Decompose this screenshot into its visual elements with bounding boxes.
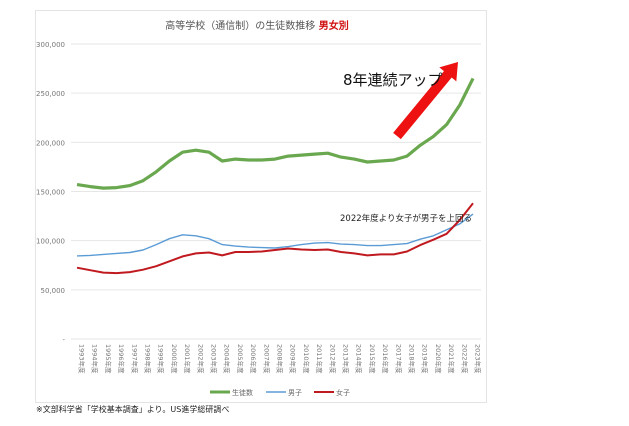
x-tick-label: 1994年度 <box>91 344 100 374</box>
chart-frame <box>35 10 487 403</box>
x-tick-label: 1997年度 <box>130 344 139 374</box>
legend-label-2: 男子 <box>288 389 302 397</box>
chart-title: 高等学校（通信制）の生徒数推移 男女別 <box>165 19 348 32</box>
annotation-growth: 8年連続アップ <box>343 71 443 89</box>
x-tick-label: 2002年度 <box>196 344 205 374</box>
x-tick-label: 2012年度 <box>328 344 337 374</box>
y-tick-label: 150,000 <box>36 189 65 197</box>
y-tick-label: 100,000 <box>36 238 65 246</box>
y-tick-label: 250,000 <box>36 90 65 98</box>
x-tick-label: 2013年度 <box>342 344 351 374</box>
annotation-crossover: 2022年度より女子が男子を上回る <box>340 213 472 224</box>
x-tick-label: 2009年度 <box>289 344 298 374</box>
y-tick-label: 300,000 <box>36 41 65 49</box>
x-tick-label: 2016年度 <box>381 344 390 374</box>
x-tick-label: 1995年度 <box>104 344 113 374</box>
series-line-1 <box>76 77 475 190</box>
title-text: 高等学校（通信制）の生徒数推移 <box>165 19 315 32</box>
y-tick-label: 50,000 <box>41 287 66 295</box>
y-tick-label: 200,000 <box>36 139 65 147</box>
x-tick-label: 2020年度 <box>434 344 443 374</box>
red-up-arrow <box>393 62 458 140</box>
x-tick-label: 2011年度 <box>315 344 324 374</box>
series-line-3 <box>76 202 474 275</box>
x-tick-label: 1999年度 <box>157 344 166 374</box>
x-tick-label: 2001年度 <box>183 344 192 374</box>
x-tick-label: 2004年度 <box>223 344 232 374</box>
x-tick-label: 2000年度 <box>170 344 179 374</box>
x-tick-label: 2021年度 <box>447 344 456 374</box>
x-tick-label: 2005年度 <box>236 344 245 374</box>
title-highlight: 男女別 <box>315 19 348 32</box>
x-tick-label: 2006年度 <box>249 344 258 374</box>
x-tick-label: 2023年度 <box>474 344 483 374</box>
x-tick-label: 2010年度 <box>302 344 311 374</box>
legend-label-1: 生徒数 <box>232 388 253 397</box>
series-line-2 <box>76 213 474 257</box>
x-tick-label: 1998年度 <box>144 344 153 374</box>
x-tick-label: 2007年度 <box>262 344 271 374</box>
x-tick-label: 1996年度 <box>117 344 126 374</box>
x-tick-label: 1993年度 <box>78 344 87 374</box>
x-tick-label: 2015年度 <box>368 344 377 374</box>
x-tick-label: 2003年度 <box>210 344 219 374</box>
x-tick-label: 2014年度 <box>355 344 364 374</box>
x-tick-label: 2019年度 <box>421 344 430 374</box>
x-tick-label: 2008年度 <box>276 344 285 374</box>
x-tick-label: 2017年度 <box>394 344 403 374</box>
footnote: ※文部科学省「学校基本調査」より。US進学総研調べ <box>36 405 230 414</box>
legend-label-3: 女子 <box>336 388 350 397</box>
x-tick-label: 2018年度 <box>408 344 417 374</box>
x-tick-label: 2022年度 <box>460 344 469 374</box>
y-tick-label: - <box>62 336 65 344</box>
